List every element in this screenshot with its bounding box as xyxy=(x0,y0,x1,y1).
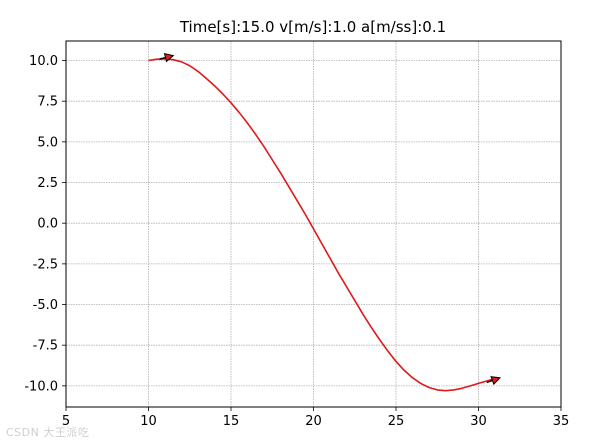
y-tick-label: -5.0 xyxy=(33,298,58,313)
y-tick-label: 7.5 xyxy=(37,95,58,110)
heading-arrow xyxy=(159,53,175,63)
x-tick-label: 5 xyxy=(62,414,70,429)
x-tick-label: 25 xyxy=(388,414,405,429)
y-tick-label: 2.5 xyxy=(37,176,58,191)
x-tick-label: 35 xyxy=(553,414,570,429)
trajectory-series xyxy=(148,58,496,392)
x-tick-label: 10 xyxy=(140,414,157,429)
heading-arrow xyxy=(486,376,502,386)
y-tick-label: 0.0 xyxy=(37,217,58,232)
heading-arrows xyxy=(159,53,502,386)
heading-arrow-head xyxy=(490,376,502,386)
trajectory-line xyxy=(148,58,496,392)
x-tick-label: 15 xyxy=(223,414,240,429)
y-tick-label: 10.0 xyxy=(29,54,58,69)
heading-arrow-head xyxy=(163,53,175,63)
y-tick-label: -2.5 xyxy=(33,257,58,272)
x-tick-label: 30 xyxy=(470,414,487,429)
x-tick-label: 20 xyxy=(305,414,322,429)
x-axis: 5 10 15 20 25 30 35 xyxy=(62,407,569,429)
watermark: CSDN 大王派吃 xyxy=(6,426,90,439)
y-tick-label: -10.0 xyxy=(24,379,58,394)
y-tick-label: 5.0 xyxy=(37,135,58,150)
y-tick-label: -7.5 xyxy=(33,339,58,354)
y-axis: -10.0 -7.5 -5.0 -2.5 0.0 2.5 5.0 7.5 10.0 xyxy=(24,54,66,394)
chart-title: Time[s]:15.0 v[m/s]:1.0 a[m/ss]:0.1 xyxy=(179,18,446,36)
